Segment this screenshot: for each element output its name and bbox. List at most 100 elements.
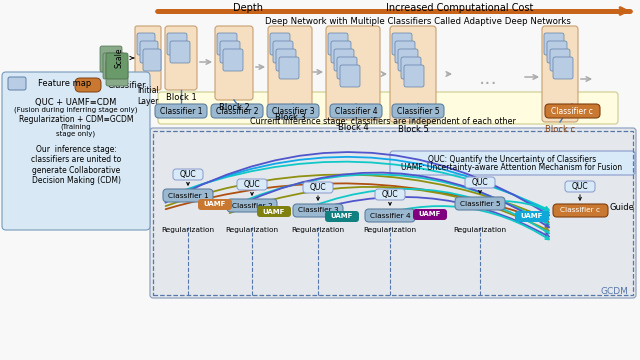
FancyBboxPatch shape — [158, 92, 618, 124]
FancyBboxPatch shape — [553, 57, 573, 79]
FancyBboxPatch shape — [390, 26, 436, 122]
FancyBboxPatch shape — [215, 26, 253, 100]
Bar — [153, 131, 633, 295]
FancyBboxPatch shape — [542, 26, 578, 122]
FancyBboxPatch shape — [103, 53, 125, 79]
FancyBboxPatch shape — [220, 41, 240, 63]
Text: Block 4: Block 4 — [338, 122, 369, 131]
FancyBboxPatch shape — [140, 41, 158, 63]
Text: Block 5: Block 5 — [397, 125, 428, 134]
Text: Classifier 3: Classifier 3 — [272, 107, 314, 116]
Text: Regularization: Regularization — [364, 227, 417, 233]
FancyBboxPatch shape — [303, 182, 333, 193]
FancyBboxPatch shape — [165, 26, 197, 90]
FancyBboxPatch shape — [404, 65, 424, 87]
Text: Regularization: Regularization — [161, 227, 214, 233]
Text: Our  inference stage:
classifiers are united to
generate Collaborative
Decision : Our inference stage: classifiers are uni… — [31, 145, 121, 185]
Text: Regularization: Regularization — [225, 227, 278, 233]
FancyBboxPatch shape — [276, 49, 296, 71]
FancyBboxPatch shape — [365, 209, 415, 222]
FancyBboxPatch shape — [465, 177, 495, 188]
FancyBboxPatch shape — [143, 49, 161, 71]
FancyBboxPatch shape — [544, 33, 564, 55]
Text: QUC: QUC — [472, 178, 488, 187]
FancyBboxPatch shape — [227, 199, 277, 212]
Text: UAMF: UAMF — [521, 213, 543, 220]
Text: Feature map: Feature map — [38, 80, 92, 89]
FancyBboxPatch shape — [155, 9, 633, 14]
Text: Current inference stage: classifiers are independent of each other: Current inference stage: classifiers are… — [250, 117, 516, 126]
FancyBboxPatch shape — [395, 41, 415, 63]
Text: Regularization: Regularization — [291, 227, 344, 233]
FancyBboxPatch shape — [106, 53, 128, 79]
Text: Classifier 1: Classifier 1 — [168, 193, 209, 198]
Text: UAMF: UAMF — [204, 202, 226, 207]
FancyBboxPatch shape — [375, 189, 405, 200]
Text: QUC: Quantify the Uncertainty of Classifiers: QUC: Quantify the Uncertainty of Classif… — [428, 156, 596, 165]
Text: GCDM: GCDM — [600, 288, 628, 297]
FancyBboxPatch shape — [331, 41, 351, 63]
FancyBboxPatch shape — [167, 33, 187, 55]
FancyBboxPatch shape — [211, 104, 263, 118]
FancyBboxPatch shape — [173, 169, 203, 180]
FancyBboxPatch shape — [455, 197, 505, 210]
FancyBboxPatch shape — [268, 26, 312, 110]
FancyBboxPatch shape — [8, 77, 26, 90]
FancyBboxPatch shape — [334, 49, 354, 71]
Text: Scale: Scale — [115, 48, 124, 68]
Text: Block 3: Block 3 — [275, 112, 305, 122]
FancyBboxPatch shape — [337, 57, 357, 79]
FancyBboxPatch shape — [293, 204, 343, 217]
FancyBboxPatch shape — [401, 57, 421, 79]
FancyBboxPatch shape — [155, 104, 207, 118]
Text: Block 1: Block 1 — [166, 93, 196, 102]
FancyBboxPatch shape — [223, 49, 243, 71]
Text: Classifier 1: Classifier 1 — [160, 107, 202, 116]
Text: Block 2: Block 2 — [219, 103, 250, 112]
FancyBboxPatch shape — [257, 206, 291, 217]
Text: Classifier 5: Classifier 5 — [397, 107, 439, 116]
FancyBboxPatch shape — [135, 26, 161, 90]
Text: Classifier 5: Classifier 5 — [460, 201, 500, 207]
Text: Classifier 2: Classifier 2 — [232, 202, 273, 208]
FancyBboxPatch shape — [75, 78, 101, 92]
FancyBboxPatch shape — [565, 181, 595, 192]
FancyBboxPatch shape — [270, 33, 290, 55]
FancyBboxPatch shape — [392, 33, 412, 55]
Text: UAMF: UAMF — [419, 211, 441, 217]
Text: Classifier c: Classifier c — [551, 107, 593, 116]
Text: Deep Network with Multiple Classifiers Called Adaptive Deep Networks: Deep Network with Multiple Classifiers C… — [265, 17, 571, 26]
Text: (Training
stage only): (Training stage only) — [56, 123, 95, 137]
Text: Initial
Layer: Initial Layer — [137, 86, 159, 106]
FancyBboxPatch shape — [267, 104, 319, 118]
FancyBboxPatch shape — [330, 104, 382, 118]
FancyBboxPatch shape — [326, 26, 380, 120]
FancyBboxPatch shape — [553, 204, 608, 217]
Text: Increased Computational Cost: Increased Computational Cost — [387, 3, 534, 13]
FancyBboxPatch shape — [279, 57, 299, 79]
FancyBboxPatch shape — [170, 41, 190, 63]
FancyBboxPatch shape — [106, 60, 128, 86]
Text: Classifier 3: Classifier 3 — [298, 207, 339, 213]
FancyBboxPatch shape — [198, 199, 232, 210]
FancyBboxPatch shape — [550, 49, 570, 71]
Text: (Fusion during inferring stage only): (Fusion during inferring stage only) — [14, 107, 138, 113]
FancyBboxPatch shape — [137, 33, 155, 55]
Text: Classifier 4: Classifier 4 — [335, 107, 378, 116]
FancyBboxPatch shape — [325, 211, 359, 222]
FancyBboxPatch shape — [340, 65, 360, 87]
Text: Classifier: Classifier — [108, 81, 147, 90]
FancyBboxPatch shape — [217, 33, 237, 55]
FancyBboxPatch shape — [398, 49, 418, 71]
FancyBboxPatch shape — [2, 72, 150, 230]
FancyBboxPatch shape — [390, 151, 635, 175]
FancyBboxPatch shape — [547, 41, 567, 63]
Text: Classifier 2: Classifier 2 — [216, 107, 259, 116]
Text: Guide: Guide — [609, 203, 634, 212]
Text: ...: ... — [479, 69, 497, 89]
Text: Regularization: Regularization — [453, 227, 507, 233]
Text: QUC: QUC — [381, 190, 398, 199]
Text: QUC: QUC — [244, 180, 260, 189]
Text: QUC: QUC — [572, 182, 588, 191]
Text: UAMF: UAMF — [263, 208, 285, 215]
